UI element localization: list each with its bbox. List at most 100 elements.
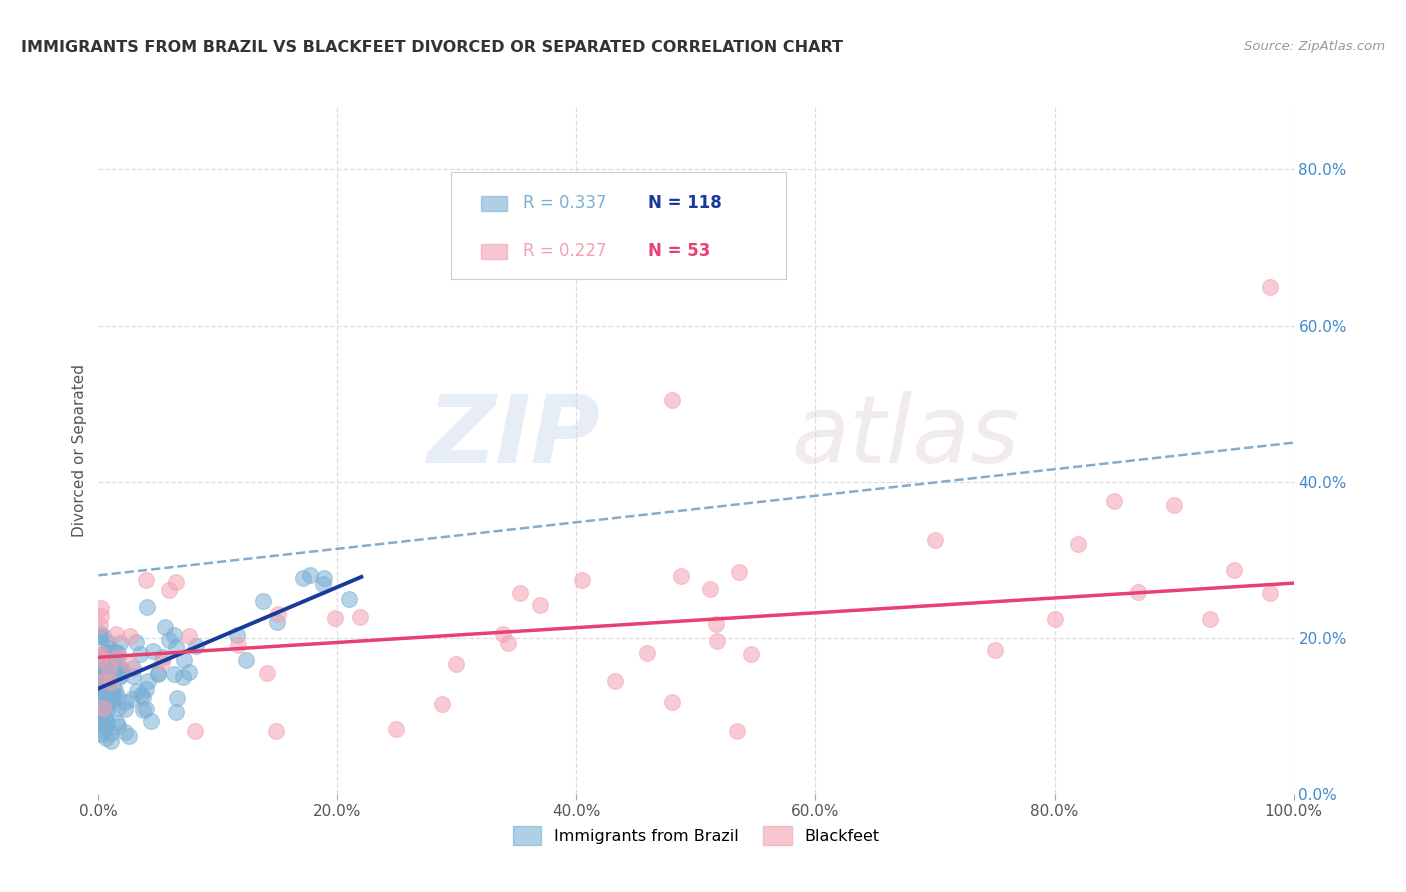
Point <box>984 643 1007 657</box>
Point <box>129 647 152 661</box>
Point <box>163 667 186 681</box>
Text: ZIP: ZIP <box>427 391 600 483</box>
Point <box>163 628 186 642</box>
Point <box>94 646 117 660</box>
Point <box>91 668 114 682</box>
Point <box>98 673 121 687</box>
Point <box>97 645 120 659</box>
Point <box>111 663 134 677</box>
Point <box>91 647 114 661</box>
Point <box>131 689 153 703</box>
Point <box>157 632 180 647</box>
Point <box>136 599 159 614</box>
Point <box>93 719 115 733</box>
Point <box>93 662 115 676</box>
Point <box>177 665 200 680</box>
Point <box>125 635 148 649</box>
Point <box>93 681 115 696</box>
Point <box>98 694 121 708</box>
Point <box>96 731 118 746</box>
Point <box>924 533 946 548</box>
Point <box>93 659 115 673</box>
Point <box>93 664 115 678</box>
Point <box>96 649 118 664</box>
Point <box>96 669 118 683</box>
Legend: Immigrants from Brazil, Blackfeet: Immigrants from Brazil, Blackfeet <box>506 820 886 851</box>
Point <box>89 664 111 678</box>
Point <box>153 619 176 633</box>
Point <box>740 647 762 661</box>
Point <box>1199 612 1222 626</box>
Point <box>108 636 131 650</box>
Point <box>165 640 187 655</box>
Point <box>529 598 551 612</box>
Point <box>136 673 159 688</box>
Point <box>89 629 111 643</box>
Point <box>101 681 124 695</box>
Point <box>110 668 132 682</box>
Point <box>107 701 129 715</box>
Point <box>1104 494 1126 508</box>
Point <box>165 706 187 720</box>
Point <box>118 657 141 672</box>
Point <box>266 615 288 629</box>
Point <box>704 616 727 631</box>
Point <box>728 565 751 579</box>
Point <box>184 639 207 653</box>
Text: N = 118: N = 118 <box>648 194 721 212</box>
Text: IMMIGRANTS FROM BRAZIL VS BLACKFEET DIVORCED OR SEPARATED CORRELATION CHART: IMMIGRANTS FROM BRAZIL VS BLACKFEET DIVO… <box>21 40 844 55</box>
Point <box>107 719 129 733</box>
Point <box>108 661 131 675</box>
Point <box>173 653 195 667</box>
Point <box>509 585 531 599</box>
Point <box>706 633 728 648</box>
Point <box>1128 585 1150 599</box>
Point <box>90 698 112 713</box>
Point <box>96 678 118 692</box>
Point <box>266 607 288 621</box>
Point <box>122 661 145 675</box>
Point <box>125 684 148 698</box>
Point <box>571 573 593 587</box>
Point <box>146 665 169 680</box>
Point <box>91 673 114 688</box>
Point <box>266 724 288 739</box>
Point <box>132 702 155 716</box>
Point <box>89 675 111 690</box>
Point <box>349 610 371 624</box>
Text: Source: ZipAtlas.com: Source: ZipAtlas.com <box>1244 40 1385 54</box>
Point <box>226 639 249 653</box>
Point <box>1067 537 1090 551</box>
Point <box>498 636 520 650</box>
Point <box>89 676 111 690</box>
Point <box>89 706 111 721</box>
Point <box>90 695 112 709</box>
Point <box>114 702 136 716</box>
Point <box>90 647 112 661</box>
Point <box>252 594 274 608</box>
Point <box>94 711 117 725</box>
Point <box>93 723 115 738</box>
Point <box>89 657 111 672</box>
Point <box>96 669 118 683</box>
Point <box>94 694 117 708</box>
Point <box>107 649 129 664</box>
Point <box>105 651 128 665</box>
Point <box>121 691 143 706</box>
Point <box>430 697 453 711</box>
Point <box>100 726 122 740</box>
Point <box>90 689 112 703</box>
Point <box>114 694 136 708</box>
Point <box>107 646 129 660</box>
Point <box>157 582 180 597</box>
Point <box>1258 279 1281 293</box>
Point <box>105 716 128 731</box>
Point <box>636 646 658 660</box>
Point <box>314 572 336 586</box>
Point <box>1258 586 1281 600</box>
Point <box>98 657 121 671</box>
Point <box>256 665 278 680</box>
Point <box>312 577 335 591</box>
Point <box>89 651 111 665</box>
Point <box>142 644 165 658</box>
